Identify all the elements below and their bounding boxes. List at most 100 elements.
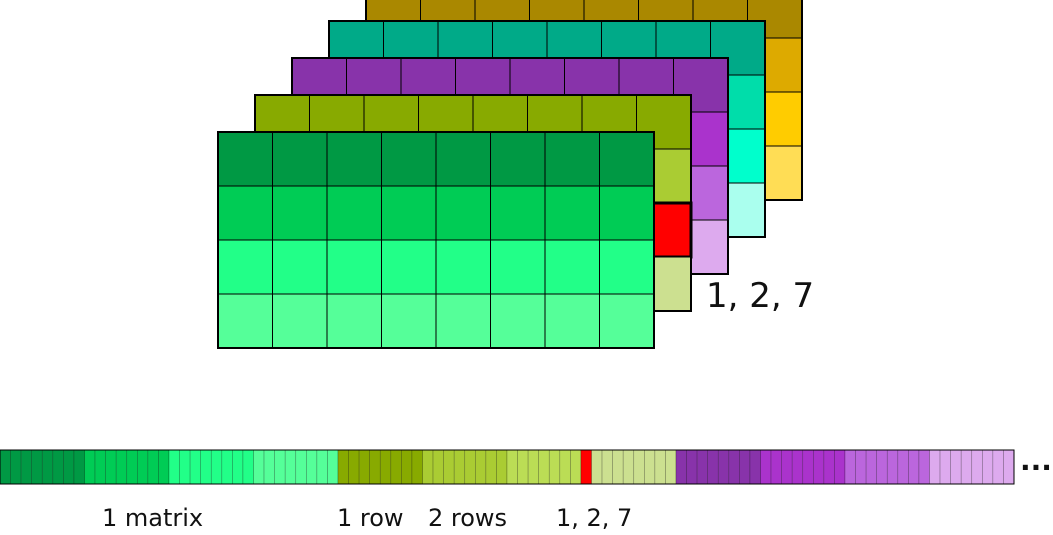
strip-label-row: 1 row <box>337 504 404 532</box>
strip-cell <box>84 449 96 485</box>
strip-cell <box>432 449 444 485</box>
strip-cell <box>453 449 466 485</box>
matrix-cell <box>381 185 437 241</box>
strip-cell <box>527 449 539 485</box>
matrix-cell <box>326 293 382 349</box>
strip-cell <box>242 449 254 485</box>
strip-cell <box>475 449 487 485</box>
matrix-cell <box>272 293 328 349</box>
strip-cell <box>813 449 825 485</box>
matrix-cell <box>381 293 437 349</box>
strip-cell <box>612 449 624 485</box>
strip-cell <box>960 449 973 485</box>
matrix-cell <box>435 131 491 187</box>
strip-cell <box>781 449 793 485</box>
matrix-cell <box>544 185 600 241</box>
strip-cell <box>644 449 656 485</box>
strip-cell <box>390 449 402 485</box>
strip-cell <box>126 449 138 485</box>
strip-cell <box>749 449 761 485</box>
strip-cell <box>158 449 170 485</box>
strip-cell <box>422 449 434 485</box>
strip-cell <box>358 449 370 485</box>
matrix-cell <box>217 185 273 241</box>
strip-cell <box>147 449 159 485</box>
strip-cell <box>443 449 455 485</box>
strip-cell <box>327 449 339 485</box>
strip-cell <box>263 449 275 485</box>
matrix-cell <box>490 185 546 241</box>
strip-cell <box>696 449 708 485</box>
matrix-cell <box>326 185 382 241</box>
matrix-cell <box>490 131 546 187</box>
strip-cell <box>517 449 529 485</box>
strip-cell <box>992 449 1004 485</box>
strip-cell <box>168 449 180 485</box>
strip-cell <box>41 449 54 485</box>
strip-cell <box>401 449 413 485</box>
strip-cell <box>189 449 201 485</box>
matrix-cell <box>544 293 600 349</box>
strip-cell <box>94 449 106 485</box>
strip-cell <box>855 449 867 485</box>
stack-index-label: 1, 2, 7 <box>706 276 814 316</box>
strip-cell <box>707 449 719 485</box>
strip-cell <box>654 449 666 485</box>
strip-cell <box>31 449 43 485</box>
strip-cell <box>63 449 75 485</box>
linear-memory-strip <box>0 449 1015 485</box>
strip-cell <box>369 449 381 485</box>
strip-cell <box>908 449 920 485</box>
strip-cell <box>485 449 497 485</box>
strip-cell <box>728 449 740 485</box>
matrix-cell <box>217 131 273 187</box>
strip-cell <box>717 449 730 485</box>
strip-cell <box>675 449 687 485</box>
strip-cell <box>274 449 286 485</box>
matrix-cell <box>217 239 273 295</box>
strip-cell <box>844 449 856 485</box>
matrix-cell <box>381 131 437 187</box>
matrix-cell <box>435 293 491 349</box>
strip-cell <box>760 449 772 485</box>
strip-cell <box>200 449 212 485</box>
strip-cell <box>982 449 994 485</box>
strip-cell <box>348 449 360 485</box>
strip-cell <box>506 449 518 485</box>
strip-cell <box>411 449 423 485</box>
matrix-cell <box>599 293 655 349</box>
strip-cell <box>73 449 85 485</box>
strip-cell <box>210 449 223 485</box>
matrix-cell <box>599 185 655 241</box>
strip-cell <box>105 449 117 485</box>
strip-cell <box>179 449 191 485</box>
matrix-cell <box>544 131 600 187</box>
strip-cell <box>538 449 550 485</box>
strip-cell <box>918 449 930 485</box>
strip-cell <box>939 449 951 485</box>
matrix-cell <box>326 131 382 187</box>
strip-cell <box>791 449 804 485</box>
strip-cell <box>686 449 698 485</box>
strip-cell <box>834 449 846 485</box>
strip-cell <box>559 449 571 485</box>
strip-label-rows: 2 rows <box>428 504 507 532</box>
strip-cell <box>496 449 508 485</box>
strip-cell <box>876 449 888 485</box>
strip-cell <box>115 449 128 485</box>
strip-cell <box>379 449 392 485</box>
strip-cell <box>622 449 635 485</box>
strip-cell <box>20 449 32 485</box>
matrix-cell <box>272 131 328 187</box>
matrix-layer-1 <box>217 131 655 349</box>
strip-cell <box>548 449 561 485</box>
strip-cell <box>971 449 983 485</box>
strip-ellipsis: ... <box>1020 444 1052 477</box>
strip-cell <box>464 449 476 485</box>
strip-cell <box>865 449 877 485</box>
strip-cell <box>232 449 244 485</box>
matrix-cell <box>490 293 546 349</box>
strip-cell <box>0 449 11 485</box>
strip-outline <box>0 449 1015 485</box>
strip-highlighted-cell <box>580 449 592 485</box>
